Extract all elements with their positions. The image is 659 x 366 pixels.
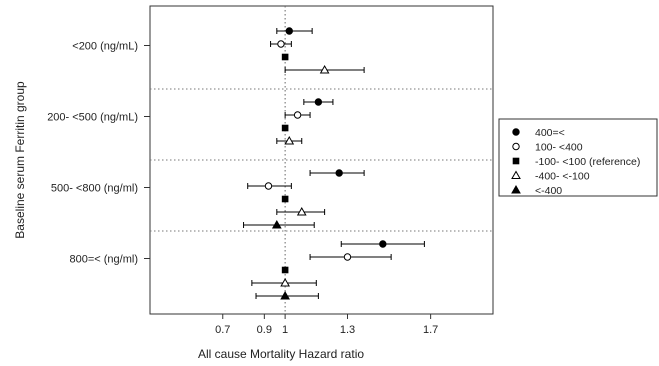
data-point [284, 135, 295, 145]
x-tick-label: 1.7 [423, 324, 438, 336]
data-point [271, 219, 282, 229]
data-point [281, 124, 289, 132]
legend-item-label: -400- <-100 [535, 171, 590, 183]
data-point [285, 27, 293, 35]
legend-marker [511, 184, 521, 194]
data-point [335, 169, 343, 177]
legend-marker [512, 157, 520, 165]
x-tick-label: 1 [282, 324, 288, 336]
data-point [379, 240, 387, 248]
legend-marker [511, 170, 521, 179]
data-point [281, 266, 289, 274]
data-point [277, 40, 285, 48]
legend-marker [512, 128, 520, 136]
data-point [264, 182, 273, 190]
data-point [319, 64, 330, 74]
x-tick-label: 1.3 [340, 324, 355, 336]
legend-item-label: -100- <100 (reference) [535, 156, 640, 168]
data-point [343, 253, 352, 261]
data-point [293, 111, 302, 119]
plot-area [149, 5, 494, 315]
legend-item-label: <-400 [535, 185, 562, 197]
data-point [280, 290, 290, 300]
data-point [296, 206, 307, 216]
x-tick-label: 0.9 [257, 324, 272, 336]
data-point [281, 195, 289, 203]
x-axis: 0.7 0.9 1 1.3 1.7 [215, 314, 438, 336]
legend-item-label: 100- <400 [535, 142, 583, 154]
x-axis-title: All cause Mortality Hazard ratio [198, 347, 364, 361]
y-axis-group-labels: <200 (ng/mL) 200- <500 (ng/mL) 500- <800 (… [47, 41, 150, 266]
legend-marker [512, 142, 520, 151]
data-point [280, 277, 290, 287]
legend-box [498, 118, 658, 197]
y-axis-title: Baseline serum Ferritin group [13, 81, 27, 239]
group-label: 200- <500 (ng/mL) [47, 112, 138, 124]
plot-frame [149, 5, 494, 315]
x-tick-label: 0.7 [215, 324, 230, 336]
data-point [314, 98, 323, 106]
data-point [281, 53, 289, 61]
group-label: 800=< (ng/ml) [70, 254, 138, 266]
group-label: 500- <800 (ng/ml) [51, 183, 138, 195]
group-label: <200 (ng/mL) [72, 41, 138, 53]
legend-item-label: 400=< [535, 127, 565, 139]
legend: 400=< 100- <400 -100- <100 (reference) -400… [498, 118, 658, 197]
